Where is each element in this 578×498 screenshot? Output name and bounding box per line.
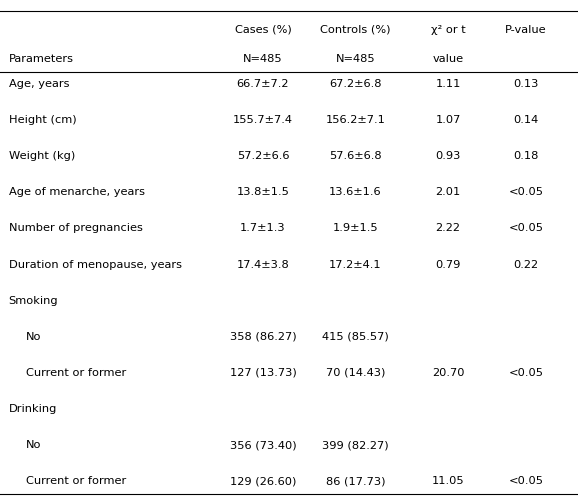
- Text: Age of menarche, years: Age of menarche, years: [9, 187, 144, 197]
- Text: 13.6±1.6: 13.6±1.6: [329, 187, 382, 197]
- Text: 67.2±6.8: 67.2±6.8: [329, 79, 381, 89]
- Text: 17.2±4.1: 17.2±4.1: [329, 259, 382, 269]
- Text: 1.7±1.3: 1.7±1.3: [240, 224, 286, 234]
- Text: Number of pregnancies: Number of pregnancies: [9, 224, 143, 234]
- Text: Current or former: Current or former: [26, 368, 126, 378]
- Text: 0.79: 0.79: [435, 259, 461, 269]
- Text: 0.18: 0.18: [513, 151, 539, 161]
- Text: N=485: N=485: [243, 54, 283, 64]
- Text: 0.93: 0.93: [435, 151, 461, 161]
- Text: 1.07: 1.07: [435, 115, 461, 125]
- Text: 11.05: 11.05: [432, 476, 464, 486]
- Text: 20.70: 20.70: [432, 368, 464, 378]
- Text: 57.6±6.8: 57.6±6.8: [329, 151, 382, 161]
- Text: Height (cm): Height (cm): [9, 115, 76, 125]
- Text: Smoking: Smoking: [9, 296, 58, 306]
- Text: 358 (86.27): 358 (86.27): [229, 332, 297, 342]
- Text: Weight (kg): Weight (kg): [9, 151, 75, 161]
- Text: 1.11: 1.11: [435, 79, 461, 89]
- Text: Duration of menopause, years: Duration of menopause, years: [9, 259, 181, 269]
- Text: 2.22: 2.22: [435, 224, 461, 234]
- Text: 2.01: 2.01: [435, 187, 461, 197]
- Text: 17.4±3.8: 17.4±3.8: [236, 259, 290, 269]
- Text: 70 (14.43): 70 (14.43): [326, 368, 385, 378]
- Text: 0.13: 0.13: [513, 79, 539, 89]
- Text: No: No: [26, 440, 42, 450]
- Text: 0.14: 0.14: [513, 115, 539, 125]
- Text: 13.8±1.5: 13.8±1.5: [236, 187, 290, 197]
- Text: 415 (85.57): 415 (85.57): [322, 332, 389, 342]
- Text: Age, years: Age, years: [9, 79, 69, 89]
- Text: 86 (17.73): 86 (17.73): [326, 476, 385, 486]
- Text: P-value: P-value: [505, 24, 547, 35]
- Text: Controls (%): Controls (%): [320, 24, 391, 35]
- Text: 155.7±7.4: 155.7±7.4: [233, 115, 293, 125]
- Text: χ² or t: χ² or t: [431, 24, 465, 35]
- Text: Cases (%): Cases (%): [235, 24, 291, 35]
- Text: Current or former: Current or former: [26, 476, 126, 486]
- Text: Parameters: Parameters: [9, 54, 73, 64]
- Text: <0.05: <0.05: [509, 187, 543, 197]
- Text: 66.7±7.2: 66.7±7.2: [237, 79, 289, 89]
- Text: No: No: [26, 332, 42, 342]
- Text: 57.2±6.6: 57.2±6.6: [237, 151, 289, 161]
- Text: <0.05: <0.05: [509, 224, 543, 234]
- Text: 156.2±7.1: 156.2±7.1: [325, 115, 386, 125]
- Text: 0.22: 0.22: [513, 259, 539, 269]
- Text: 399 (82.27): 399 (82.27): [322, 440, 389, 450]
- Text: N=485: N=485: [336, 54, 375, 64]
- Text: Drinking: Drinking: [9, 404, 57, 414]
- Text: 129 (26.60): 129 (26.60): [230, 476, 296, 486]
- Text: 1.9±1.5: 1.9±1.5: [333, 224, 378, 234]
- Text: value: value: [432, 54, 464, 64]
- Text: 356 (73.40): 356 (73.40): [229, 440, 297, 450]
- Text: <0.05: <0.05: [509, 476, 543, 486]
- Text: 127 (13.73): 127 (13.73): [229, 368, 297, 378]
- Text: <0.05: <0.05: [509, 368, 543, 378]
